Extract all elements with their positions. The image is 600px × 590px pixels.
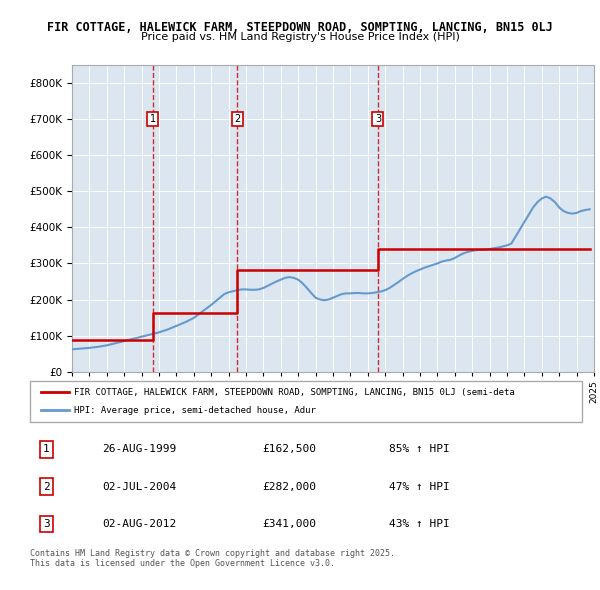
FancyBboxPatch shape xyxy=(30,381,582,422)
Text: 3: 3 xyxy=(43,519,50,529)
Text: Price paid vs. HM Land Registry's House Price Index (HPI): Price paid vs. HM Land Registry's House … xyxy=(140,32,460,42)
Text: £162,500: £162,500 xyxy=(262,444,316,454)
Text: £341,000: £341,000 xyxy=(262,519,316,529)
Text: 1: 1 xyxy=(150,114,156,124)
Text: 02-JUL-2004: 02-JUL-2004 xyxy=(102,482,176,491)
Text: FIR COTTAGE, HALEWICK FARM, STEEPDOWN ROAD, SOMPTING, LANCING, BN15 0LJ (semi-de: FIR COTTAGE, HALEWICK FARM, STEEPDOWN RO… xyxy=(74,388,515,396)
Text: 26-AUG-1999: 26-AUG-1999 xyxy=(102,444,176,454)
Text: 3: 3 xyxy=(375,114,381,124)
Text: 2: 2 xyxy=(234,114,241,124)
Text: HPI: Average price, semi-detached house, Adur: HPI: Average price, semi-detached house,… xyxy=(74,406,316,415)
Text: 02-AUG-2012: 02-AUG-2012 xyxy=(102,519,176,529)
Text: £282,000: £282,000 xyxy=(262,482,316,491)
Text: 47% ↑ HPI: 47% ↑ HPI xyxy=(389,482,449,491)
Text: 85% ↑ HPI: 85% ↑ HPI xyxy=(389,444,449,454)
Text: 2: 2 xyxy=(43,482,50,491)
Text: 43% ↑ HPI: 43% ↑ HPI xyxy=(389,519,449,529)
Text: Contains HM Land Registry data © Crown copyright and database right 2025.
This d: Contains HM Land Registry data © Crown c… xyxy=(30,549,395,568)
Text: FIR COTTAGE, HALEWICK FARM, STEEPDOWN ROAD, SOMPTING, LANCING, BN15 0LJ: FIR COTTAGE, HALEWICK FARM, STEEPDOWN RO… xyxy=(47,21,553,34)
Text: 1: 1 xyxy=(43,444,50,454)
